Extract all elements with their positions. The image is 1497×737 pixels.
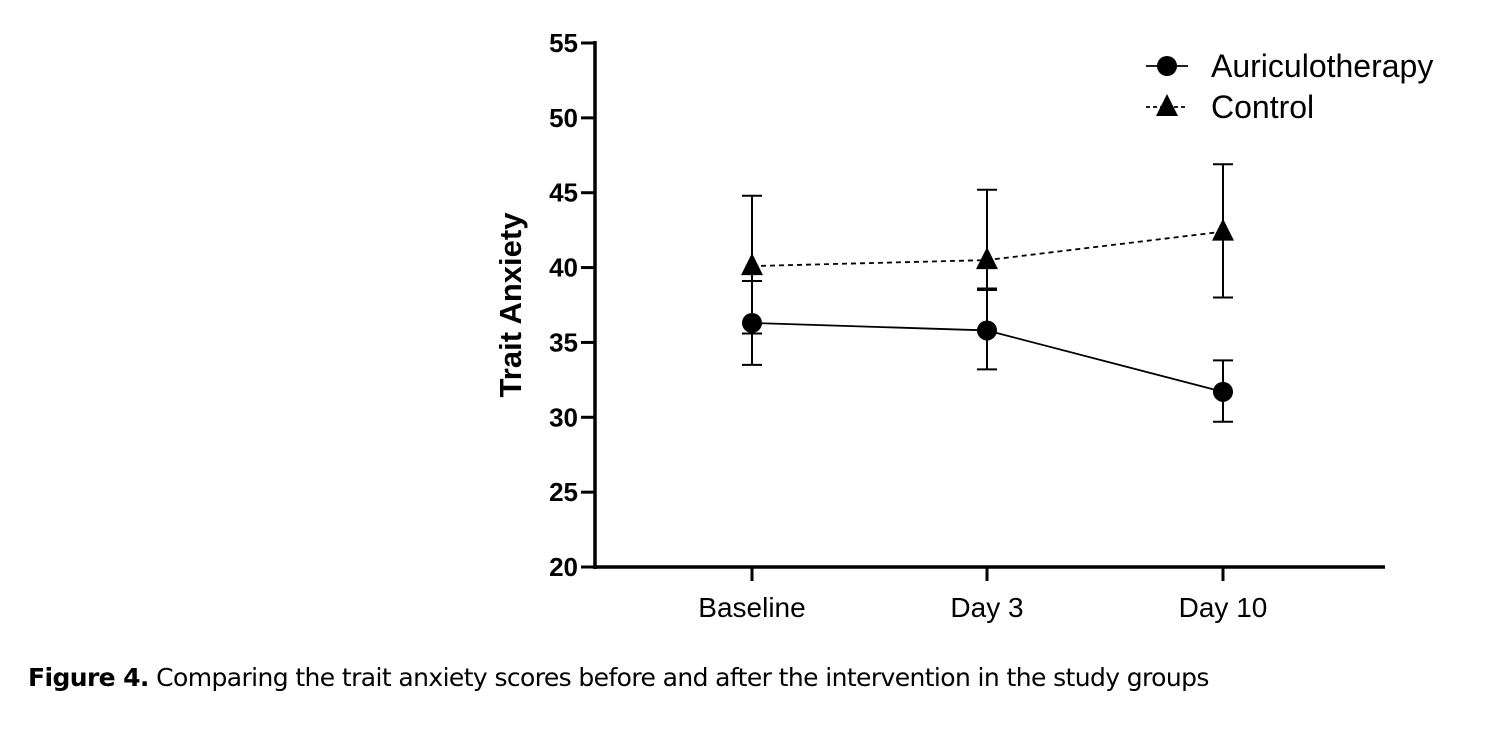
circle-marker <box>1213 381 1233 402</box>
y-tick-label: 55 <box>549 28 578 58</box>
triangle-marker <box>976 247 998 270</box>
y-tick-label: 20 <box>549 552 578 582</box>
legend-label: Control <box>1211 89 1314 125</box>
y-tick-label: 50 <box>549 103 578 133</box>
circle-marker <box>977 320 997 341</box>
triangle-marker <box>741 253 763 276</box>
x-tick-label: Baseline <box>698 592 805 623</box>
x-tick-label: Day 10 <box>1179 592 1268 623</box>
y-tick-label: 45 <box>549 178 578 208</box>
triangle-marker <box>1212 218 1234 241</box>
y-tick-label: 40 <box>549 253 578 283</box>
caption-text: Comparing the trait anxiety scores befor… <box>148 663 1209 692</box>
series-auriculotherapy <box>742 280 1233 423</box>
y-axis-ticks: 20 25 30 35 40 45 50 55 <box>549 28 595 582</box>
legend-label: Auriculotherapy <box>1211 48 1433 84</box>
caption-label: Figure 4. <box>28 663 149 692</box>
legend: Auriculotherapy Control <box>1146 48 1433 125</box>
axes <box>593 41 1385 569</box>
series-control <box>741 163 1234 335</box>
y-tick-label: 25 <box>549 477 578 507</box>
legend-item: Control <box>1146 89 1314 125</box>
y-tick-label: 35 <box>549 327 578 357</box>
triangle-marker <box>1156 94 1178 116</box>
figure-caption: Figure 4. Comparing the trait anxiety sc… <box>28 663 1209 692</box>
circle-marker <box>1157 56 1177 76</box>
legend-item: Auriculotherapy <box>1146 48 1433 84</box>
line-chart: 20 25 30 35 40 45 50 55 Baseline Day 3 Day 10 Tra… <box>493 28 1433 623</box>
x-tick-label: Day 3 <box>950 592 1023 623</box>
series-layer <box>741 163 1234 423</box>
x-axis-ticks: Baseline Day 3 Day 10 <box>698 567 1267 623</box>
y-axis-title: Trait Anxiety <box>493 212 528 398</box>
y-tick-label: 30 <box>549 402 578 432</box>
